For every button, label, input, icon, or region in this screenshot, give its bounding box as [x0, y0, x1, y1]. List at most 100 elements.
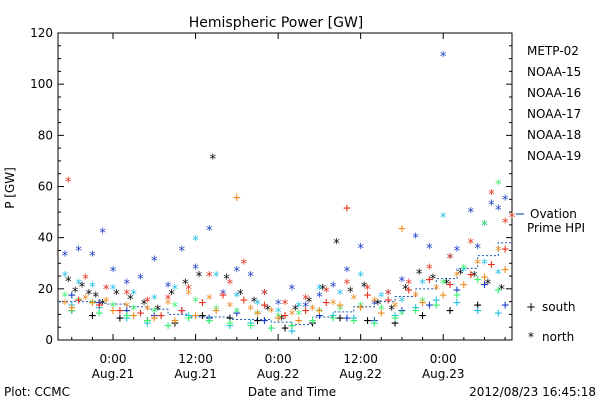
legend-entry-noaa-18: NOAA-18 — [527, 128, 581, 142]
point-noaa-17-4: * — [130, 303, 138, 318]
point-noaa-15-20: * — [329, 280, 337, 295]
point-noaa-19-8: * — [226, 278, 234, 293]
point-noaa-17-31: + — [247, 319, 255, 334]
point-noaa-15-41: + — [178, 303, 186, 318]
point-noaa-17-18: * — [419, 296, 427, 311]
point-noaa-16-15: * — [357, 270, 365, 285]
point-noaa-18-8: * — [226, 301, 234, 316]
point-noaa-17-24: + — [95, 306, 103, 321]
point-metp-02-29: * — [429, 273, 437, 288]
point-metp-02-27: * — [401, 283, 409, 298]
point-noaa-15-4: * — [109, 265, 117, 280]
point-noaa-15-22: * — [357, 242, 365, 257]
point-noaa-16-10: * — [254, 298, 262, 313]
point-noaa-17-21: * — [481, 219, 489, 234]
point-noaa-18-14: * — [350, 293, 358, 308]
point-metp-02-12: * — [195, 270, 203, 285]
point-noaa-15-37: + — [68, 288, 76, 303]
y-tick-label-4: 80 — [38, 128, 53, 142]
legend: METP-02 NOAA-15 NOAA-16 NOAA-17 NOAA-18 NOAA-… — [516, 44, 585, 344]
point-metp-02-8: * — [140, 298, 148, 313]
point-noaa-18-27: + — [171, 314, 179, 329]
point-noaa-19-9: * — [240, 257, 248, 272]
point-metp-02-45: + — [336, 311, 344, 326]
point-noaa-17-20: * — [460, 262, 468, 277]
point-noaa-15-21: * — [343, 265, 351, 280]
y-tick-label-3: 60 — [38, 180, 53, 194]
point-noaa-16-26: + — [144, 316, 152, 331]
point-noaa-16-5: * — [150, 293, 158, 308]
point-noaa-18-43: + — [501, 262, 509, 277]
point-noaa-15-1: * — [75, 244, 83, 259]
point-metp-02-37: + — [116, 311, 124, 326]
point-noaa-15-7: * — [150, 255, 158, 270]
point-noaa-19-32: + — [240, 293, 248, 308]
point-noaa-17-29: + — [205, 314, 213, 329]
x-axis-label: Date and Time — [248, 385, 336, 399]
point-noaa-18-1: * — [82, 293, 90, 308]
point-noaa-18-26: + — [150, 311, 158, 326]
point-noaa-15-52: + — [481, 278, 489, 293]
point-noaa-18-30: + — [233, 191, 241, 206]
x-tick-date-4: Aug.23 — [422, 367, 465, 381]
point-noaa-17-25: + — [123, 308, 131, 323]
point-noaa-19-35: + — [302, 303, 310, 318]
point-metp-02-23: * — [346, 285, 354, 300]
point-noaa-17-27: + — [164, 319, 172, 334]
point-metp-02-50: + — [474, 298, 482, 313]
point-noaa-19-42: + — [446, 278, 454, 293]
point-noaa-15-46: + — [315, 308, 323, 323]
point-metp-02-46: + — [364, 314, 372, 329]
point-noaa-15-51: + — [453, 283, 461, 298]
point-noaa-16-34: + — [309, 314, 317, 329]
x-tick-date-2: Aug.22 — [257, 367, 300, 381]
point-noaa-15-13: * — [233, 265, 241, 280]
point-noaa-17-34: + — [309, 314, 317, 329]
point-noaa-15-44: + — [260, 314, 268, 329]
point-noaa-15-30: * — [453, 244, 461, 259]
point-noaa-19-20: * — [467, 237, 475, 252]
point-noaa-19-31: + — [219, 288, 227, 303]
point-noaa-16-41: + — [453, 296, 461, 311]
plot-area: 0204060801001200:00Aug.2112:00Aug.210:00… — [30, 26, 516, 381]
point-noaa-18-7: * — [205, 293, 213, 308]
point-noaa-19-4: * — [144, 296, 152, 311]
point-noaa-16-37: + — [371, 316, 379, 331]
point-noaa-15-42: + — [205, 311, 213, 326]
point-noaa-15-53: + — [501, 298, 509, 313]
point-noaa-18-21: * — [494, 244, 502, 259]
point-noaa-19-41: + — [426, 273, 434, 288]
point-noaa-16-29: + — [205, 314, 213, 329]
point-noaa-19-14: * — [343, 278, 351, 293]
legend-entry-noaa-17: NOAA-17 — [527, 107, 581, 121]
point-noaa-16-31: + — [247, 316, 255, 331]
point-noaa-17-23: + — [68, 303, 76, 318]
point-noaa-18-19: * — [453, 270, 461, 285]
point-noaa-19-25: + — [95, 298, 103, 313]
point-noaa-15-9: * — [178, 244, 186, 259]
x-tick-time-1: 12:00 — [178, 352, 213, 366]
y-tick-label-1: 20 — [38, 282, 53, 296]
point-noaa-16-14: * — [336, 288, 344, 303]
point-noaa-17-19: * — [439, 278, 447, 293]
point-noaa-19-17: * — [405, 278, 413, 293]
point-noaa-17-8: * — [212, 303, 220, 318]
point-noaa-17-13: * — [315, 306, 323, 321]
point-noaa-15-39: + — [123, 303, 131, 318]
point-noaa-16-32: + — [267, 321, 275, 336]
point-noaa-18-20: * — [474, 257, 482, 272]
point-noaa-19-16: * — [384, 288, 392, 303]
point-noaa-19-45: + — [501, 242, 509, 257]
point-noaa-17-33: + — [288, 319, 296, 334]
point-noaa-16-7: * — [192, 234, 200, 249]
point-metp-02-28: * — [415, 267, 423, 282]
point-noaa-16-38: + — [391, 308, 399, 323]
point-metp-02-2: * — [78, 280, 86, 295]
point-noaa-16-28: + — [185, 308, 193, 323]
point-noaa-16-12: * — [295, 301, 303, 316]
point-noaa-15-17: * — [288, 283, 296, 298]
legend-ovation-label-2: Prime HPI — [527, 221, 585, 235]
point-noaa-15-38: + — [95, 296, 103, 311]
point-noaa-18-25: + — [130, 308, 138, 323]
point-noaa-19-24: + — [75, 293, 83, 308]
